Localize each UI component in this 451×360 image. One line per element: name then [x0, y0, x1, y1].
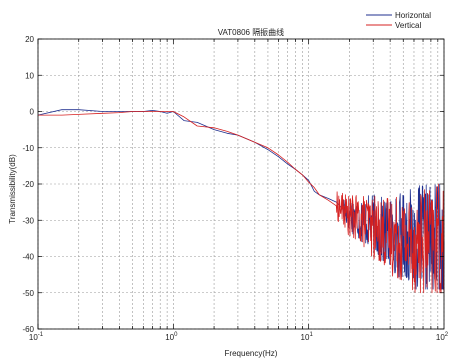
x-tick-label: 102 — [436, 332, 449, 342]
y-tick-label: -10 — [22, 144, 34, 153]
legend-box — [362, 7, 444, 33]
series-line-horizontal — [37, 109, 445, 290]
y-tick-label: 10 — [25, 71, 34, 80]
y-tick-label: -60 — [22, 325, 34, 334]
y-tick-label: -20 — [22, 180, 34, 189]
y-axis-label: Transmissibility(dB) — [8, 154, 17, 224]
chart-title: VAT0806 隔振曲线 — [218, 27, 284, 37]
x-tick-exponent: 1 — [309, 332, 313, 338]
x-tick-exponent: 2 — [445, 332, 449, 338]
x-tick-exponent: -1 — [38, 332, 44, 338]
y-tick-label: 0 — [30, 108, 35, 117]
x-axis-label: Frequency(Hz) — [225, 349, 278, 358]
y-tick-label: -30 — [22, 216, 34, 225]
x-tick-label: 100 — [165, 332, 178, 342]
legend-label-horizontal: Horizontal — [395, 11, 431, 20]
y-tick-label: -40 — [22, 253, 34, 262]
series-line-vertical — [38, 111, 445, 294]
legend-label-vertical: Vertical — [395, 21, 421, 30]
y-tick-label: -50 — [22, 289, 34, 298]
x-tick-exponent: 0 — [174, 332, 178, 338]
y-tick-label: 20 — [25, 35, 34, 44]
x-tick-label: 10-1 — [29, 332, 44, 342]
grid-layer — [37, 38, 445, 330]
series-layer — [37, 109, 445, 294]
x-tick-label: 101 — [301, 332, 314, 342]
